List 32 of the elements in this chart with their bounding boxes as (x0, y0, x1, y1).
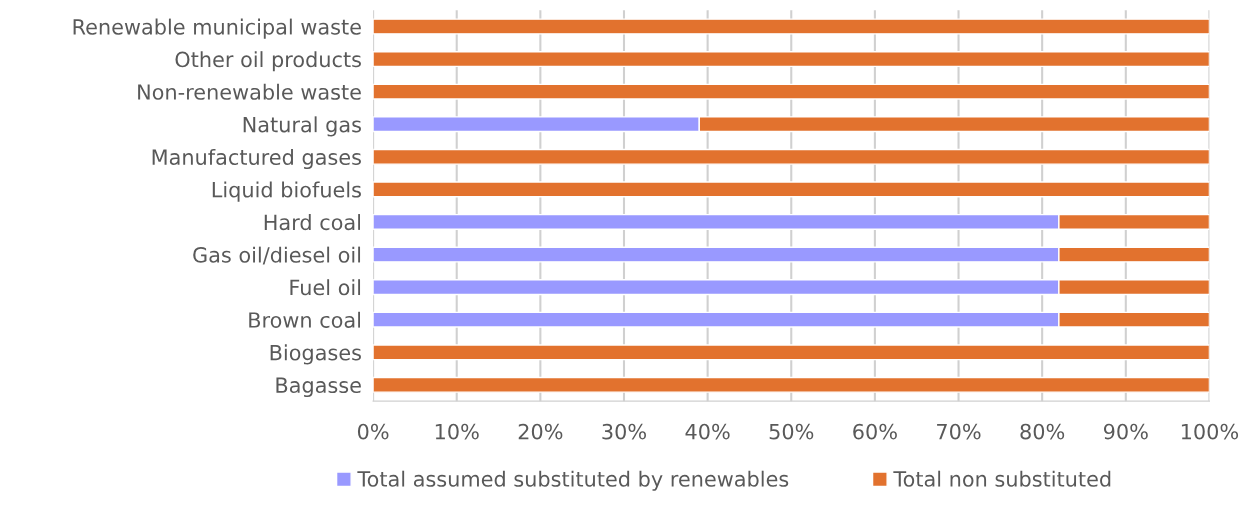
bar (373, 51, 1210, 68)
y-tick-label: Non-renewable waste (138, 83, 361, 100)
legend-label: Total non substituted (893, 470, 1111, 487)
bar (373, 344, 1210, 361)
x-tick-label: 10% (435, 423, 479, 440)
x-tick-label: 20% (518, 423, 563, 440)
x-tick-label: 40% (685, 423, 730, 440)
y-tick-label: Other oil products (175, 51, 361, 72)
y-tick-label: Liquid biofuels (212, 181, 361, 202)
bar (373, 181, 1210, 198)
y-tick-label: Biogases (270, 344, 361, 365)
bar (373, 376, 1210, 393)
x-tick-label: 60% (853, 423, 897, 440)
x-tick-label: 70% (937, 423, 981, 440)
x-tick-label: 50% (769, 423, 814, 440)
x-tick-label: 0% (357, 423, 389, 440)
y-tick-label: Manufactured gases (152, 148, 361, 170)
bar (373, 148, 1210, 165)
y-tick-label: Bagasse (276, 377, 361, 398)
x-tick-label: 80% (1020, 423, 1065, 440)
x-tick-label: 30% (602, 423, 646, 440)
x-tick-label: 90% (1103, 423, 1148, 440)
y-tick-label: Natural gas (243, 116, 361, 137)
x-tick-label: 100% (1181, 423, 1239, 440)
legend-label: Total assumed substituted by renewables (357, 470, 789, 491)
y-tick-label: Gas oil/diesel oil (193, 246, 361, 265)
bar (373, 18, 1210, 35)
y-tick-label: Hard coal (264, 214, 361, 231)
y-tick-label: Brown coal (249, 311, 361, 328)
y-tick-label: Fuel oil (290, 279, 361, 296)
y-tick-label: Renewable municipal waste (73, 18, 361, 39)
bar (373, 83, 1210, 100)
